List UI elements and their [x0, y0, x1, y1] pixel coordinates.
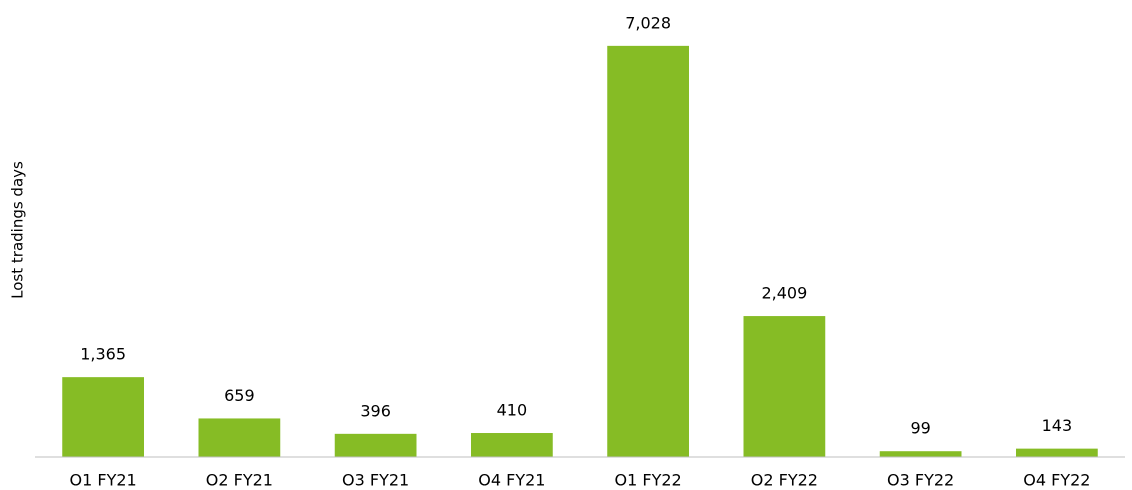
bar — [62, 377, 144, 457]
value-label: 99 — [910, 419, 930, 438]
x-tick-label: O1 FY22 — [615, 471, 682, 490]
value-label: 143 — [1042, 416, 1073, 435]
x-tick-label: O3 FY21 — [342, 471, 409, 490]
value-label: 1,365 — [80, 345, 126, 364]
bar — [607, 45, 689, 457]
x-tick-label: O4 FY22 — [1023, 471, 1090, 490]
bar — [471, 433, 553, 457]
bar — [334, 433, 417, 457]
bar — [743, 316, 826, 457]
x-tick-label: O2 FY21 — [206, 471, 273, 490]
value-label: 410 — [497, 401, 528, 420]
value-label: 396 — [360, 401, 391, 420]
bar — [1016, 448, 1098, 457]
x-tick-label: O1 FY21 — [70, 471, 137, 490]
bar — [198, 418, 281, 457]
value-label: 7,028 — [625, 13, 671, 32]
x-tick-label: O3 FY22 — [887, 471, 954, 490]
x-tick-label: O4 FY21 — [478, 471, 545, 490]
value-label: 659 — [224, 386, 255, 405]
y-axis-label: Lost tradings days — [9, 161, 27, 299]
value-label: 2,409 — [761, 284, 807, 303]
x-tick-label: O2 FY22 — [751, 471, 818, 490]
bar — [879, 451, 962, 457]
